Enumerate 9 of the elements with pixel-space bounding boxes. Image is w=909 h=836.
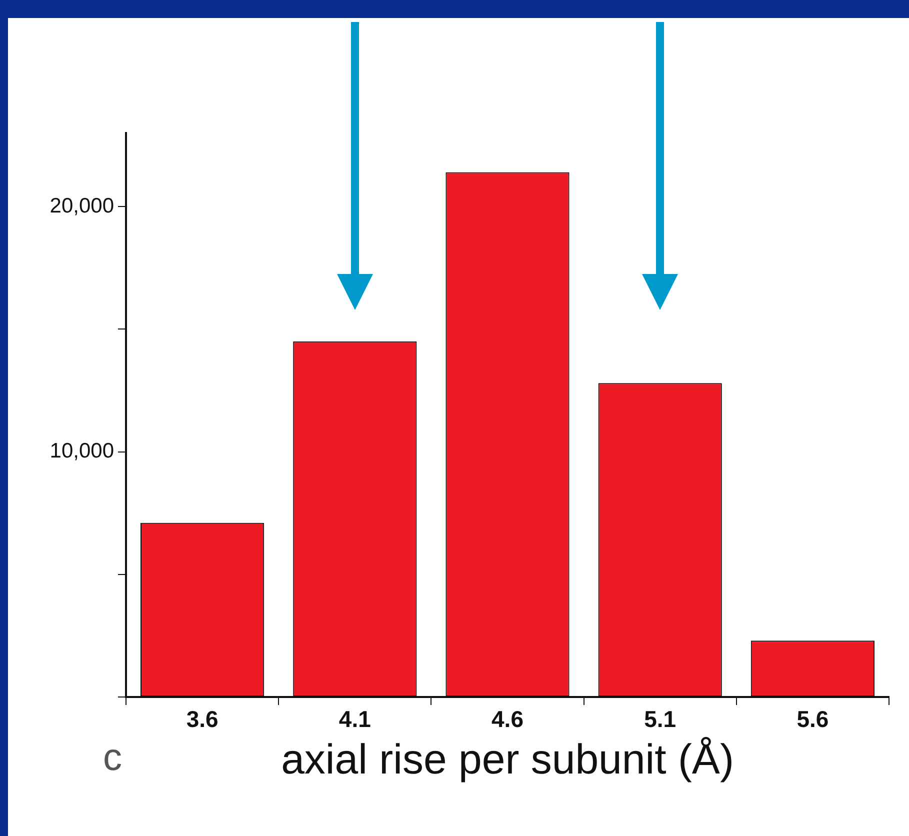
x-tick-label: 4.6	[492, 706, 524, 732]
text: c	[103, 737, 122, 779]
y-tick-label: 20,000	[50, 194, 114, 218]
x-tick-label: 4.1	[338, 706, 372, 732]
x-tick-label: 5.6	[796, 706, 829, 732]
x-tick-label: 3.6	[186, 706, 218, 732]
x-tick-label: 5.1	[644, 706, 676, 732]
y-tick-label: 10,000	[50, 440, 114, 463]
x-axis-title: axial rise per subunit (Å)	[281, 735, 734, 782]
